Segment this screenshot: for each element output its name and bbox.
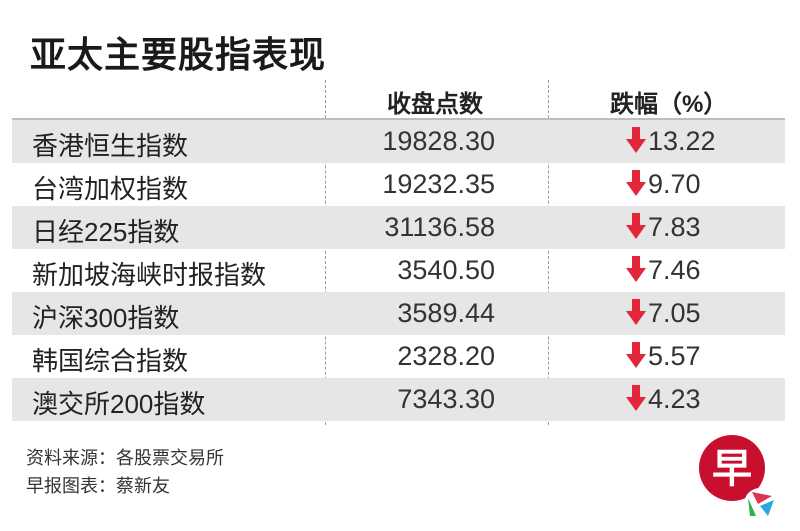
change-value: 13.22 [648,126,716,156]
down-arrow-icon [626,170,646,196]
change-cell: 4.23 [626,384,701,415]
table-row: 日经225指数 31136.58 7.83 [12,206,785,249]
column-divider [548,80,549,425]
close-value: 2328.20 [397,341,495,371]
svg-text:早: 早 [712,446,752,492]
zaobao-logo: 早 [699,435,776,520]
close-value: 19232.35 [382,169,495,199]
table-row: 台湾加权指数 19232.35 9.70 [12,163,785,206]
down-arrow-icon [626,385,646,411]
page-title: 亚太主要股指表现 [30,34,327,75]
close-value: 3589.44 [397,298,495,328]
close-value: 7343.30 [397,384,495,414]
index-name: 日经225指数 [32,217,180,247]
source-note: 资料来源：各股票交易所 [26,448,224,468]
close-value: 3540.50 [397,255,495,285]
index-name: 香港恒生指数 [32,131,189,161]
change-value: 9.70 [648,169,701,199]
index-name: 新加坡海峡时报指数 [32,260,267,290]
change-value: 5.57 [648,341,701,371]
index-name: 澳交所200指数 [32,389,206,419]
close-value: 19828.30 [382,126,495,156]
down-arrow-icon [626,342,646,368]
table-row: 新加坡海峡时报指数 3540.50 7.46 [12,249,785,292]
change-cell: 13.22 [626,126,716,157]
down-arrow-icon [626,299,646,325]
index-name: 台湾加权指数 [32,174,189,204]
index-name: 沪深300指数 [32,303,180,333]
change-value: 7.05 [648,298,701,328]
header-close: 收盘点数 [387,91,483,118]
header-change: 跌幅（%） [610,91,728,118]
table-row: 澳交所200指数 7343.30 4.23 [12,378,785,421]
change-cell: 5.57 [626,341,701,372]
index-table: 收盘点数 跌幅（%） 香港恒生指数 19828.30 13.22 台湾加权指数 1923… [12,80,785,421]
change-cell: 7.83 [626,212,701,243]
change-value: 4.23 [648,384,701,414]
table-row: 香港恒生指数 19828.30 13.22 [12,120,785,163]
down-arrow-icon [626,256,646,282]
change-cell: 7.46 [626,255,701,286]
table-row: 沪深300指数 3589.44 7.05 [12,292,785,335]
change-value: 7.83 [648,212,701,242]
table-row: 韩国综合指数 2328.20 5.57 [12,335,785,378]
close-value: 31136.58 [384,212,495,242]
down-arrow-icon [626,127,646,153]
down-arrow-icon [626,213,646,239]
change-value: 7.46 [648,255,701,285]
column-divider [325,80,326,425]
change-cell: 7.05 [626,298,701,329]
index-name: 韩国综合指数 [32,346,189,376]
credit-note: 早报图表：蔡新友 [26,476,170,496]
change-cell: 9.70 [626,169,701,200]
table-header: 收盘点数 跌幅（%） [12,80,785,120]
